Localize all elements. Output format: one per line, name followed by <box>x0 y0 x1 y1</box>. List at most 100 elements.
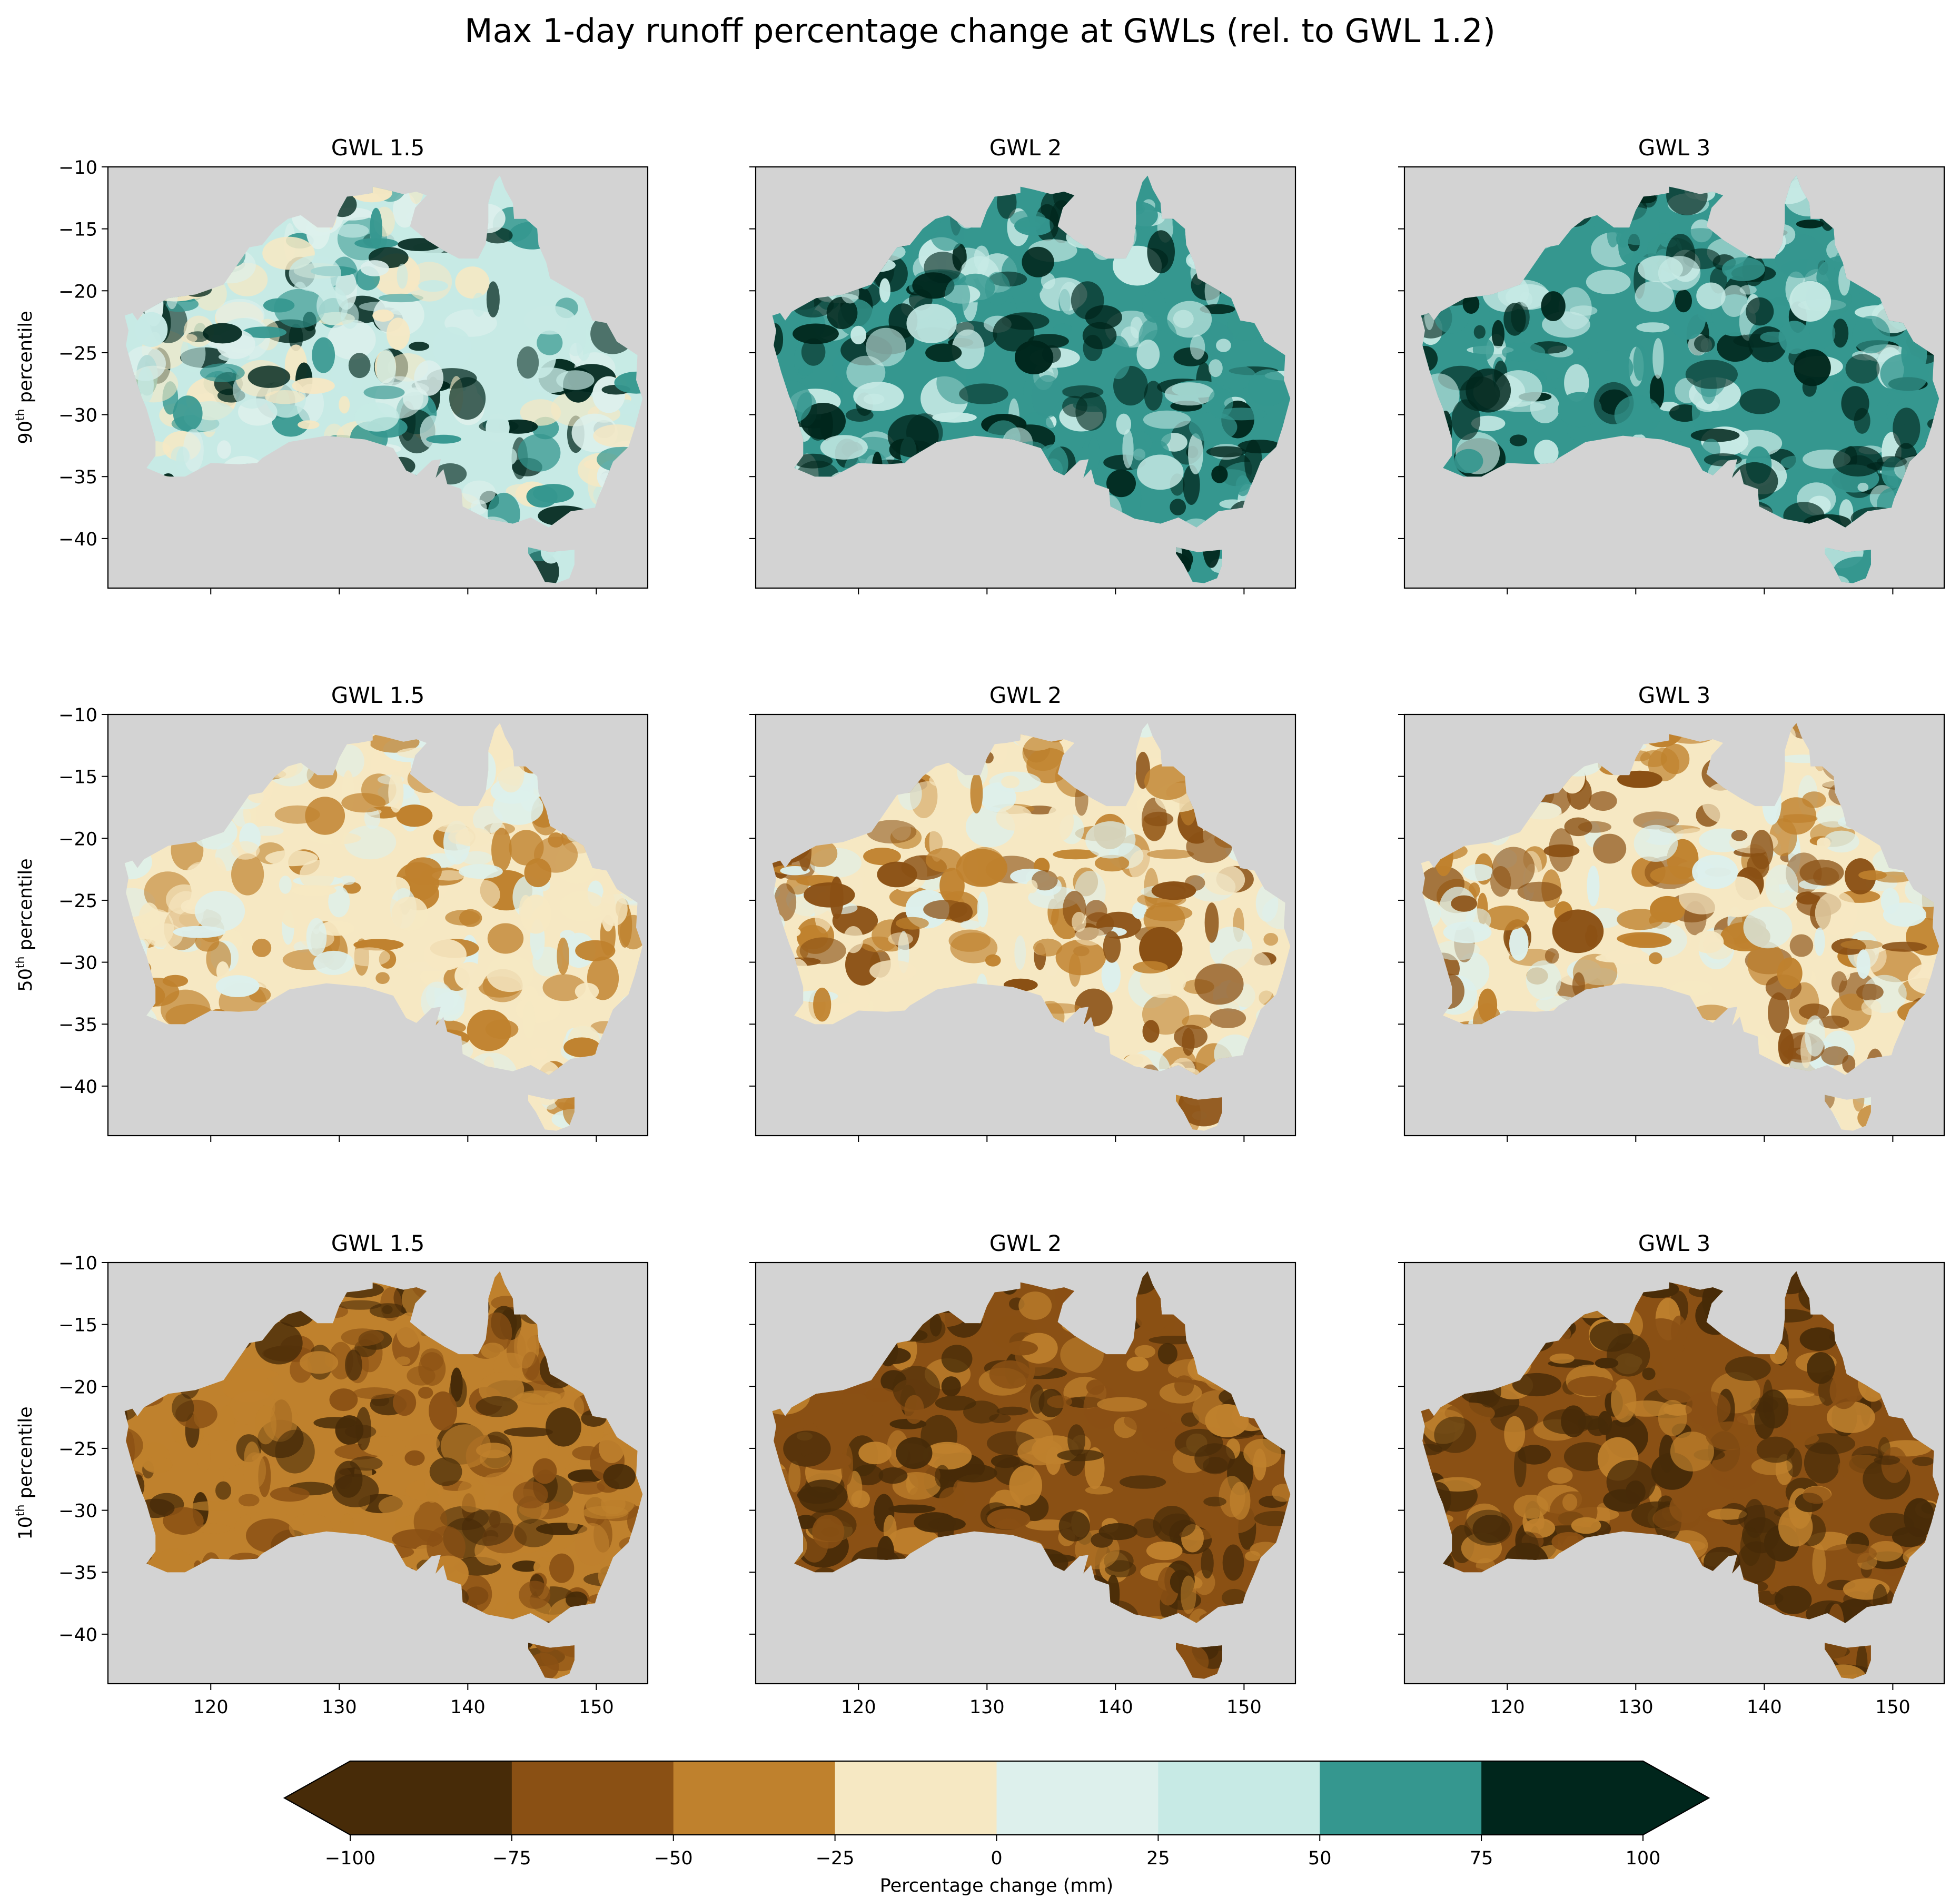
runoff-cell <box>1137 454 1184 490</box>
runoff-cell <box>255 1405 277 1445</box>
runoff-cell <box>1134 1345 1156 1358</box>
runoff-cell <box>1842 1055 1856 1073</box>
runoff-cell <box>487 923 524 954</box>
runoff-cell <box>1756 1436 1795 1463</box>
runoff-cell <box>373 294 424 336</box>
runoff-cell <box>1072 911 1086 932</box>
runoff-cell <box>1893 408 1921 449</box>
runoff-cell <box>949 1464 997 1483</box>
runoff-cell <box>1534 440 1559 466</box>
runoff-cell <box>798 1479 848 1513</box>
runoff-cell <box>486 413 510 442</box>
runoff-cell <box>216 961 230 981</box>
runoff-cell <box>863 393 885 405</box>
runoff-cell <box>932 412 977 423</box>
runoff-cell <box>599 1434 625 1463</box>
map-panel-r1-c2: GWL 2 <box>749 135 1296 594</box>
runoff-cell <box>1562 1494 1578 1511</box>
runoff-cell <box>1774 1585 1812 1614</box>
runoff-cell <box>1203 1457 1228 1475</box>
runoff-cell <box>1821 1046 1849 1066</box>
runoff-cell <box>432 326 472 368</box>
runoff-cell <box>363 385 405 400</box>
runoff-cell <box>563 1037 600 1058</box>
colorbar-segment <box>673 1761 836 1835</box>
runoff-cell <box>892 1366 941 1410</box>
runoff-cell <box>1571 1517 1601 1534</box>
panel-frame <box>755 166 1296 589</box>
x-tick-label: 120 <box>193 1697 229 1718</box>
runoff-cell <box>774 883 797 921</box>
runoff-cell <box>279 876 292 894</box>
runoff-cell <box>1558 392 1602 428</box>
runoff-cell <box>1101 958 1121 993</box>
runoff-cell <box>522 1001 536 1039</box>
runoff-cell <box>1777 957 1803 990</box>
runoff-cell <box>339 396 350 414</box>
runoff-cell <box>557 937 569 975</box>
runoff-cell <box>455 828 492 847</box>
runoff-cell <box>1157 1343 1177 1365</box>
runoff-cell <box>1067 1424 1085 1456</box>
runoff-cell <box>278 889 312 929</box>
runoff-cell <box>1880 888 1900 915</box>
x-tick-label: 150 <box>1226 1697 1262 1718</box>
x-tick-label: 140 <box>1098 1697 1133 1718</box>
colorbar-segment <box>1320 1761 1482 1835</box>
runoff-cell <box>1825 1544 1877 1564</box>
runoff-cell <box>1694 335 1715 353</box>
runoff-cell <box>1146 1541 1183 1561</box>
runoff-cell <box>1062 395 1087 418</box>
runoff-cell <box>1181 1575 1196 1614</box>
runoff-cell <box>1526 960 1561 1000</box>
panel-title: GWL 2 <box>989 1230 1062 1256</box>
colorbar-tick-label: −50 <box>654 1848 693 1869</box>
runoff-cell <box>869 960 917 982</box>
runoff-cell <box>1586 270 1631 294</box>
runoff-cell <box>1032 870 1058 891</box>
runoff-cell <box>1690 1476 1735 1509</box>
runoff-cell <box>1518 1445 1551 1465</box>
runoff-cell <box>484 1472 524 1486</box>
runoff-cell <box>1183 464 1200 505</box>
colorbar-tick-label: 0 <box>991 1848 1002 1869</box>
runoff-cell <box>305 797 345 835</box>
runoff-cell <box>1634 824 1678 862</box>
runoff-cell <box>1881 1447 1908 1483</box>
row-ylabel: 10th percentile <box>14 1406 36 1539</box>
runoff-cell <box>1696 282 1726 310</box>
panel-title: GWL 1.5 <box>331 1230 425 1256</box>
runoff-cell <box>217 440 231 459</box>
runoff-cell <box>925 343 962 362</box>
runoff-cell <box>993 738 1007 765</box>
runoff-cell <box>843 926 864 953</box>
panel-frame <box>107 713 649 1137</box>
runoff-cell <box>1085 1486 1113 1495</box>
runoff-cell <box>1826 1401 1875 1433</box>
x-tick-label: 140 <box>1747 1697 1782 1718</box>
runoff-cell <box>398 950 412 990</box>
runoff-cell <box>1814 927 1825 956</box>
runoff-cell <box>306 918 327 957</box>
colorbar-tick-label: −100 <box>325 1848 375 1869</box>
x-tick-label: 150 <box>579 1697 614 1718</box>
runoff-cell <box>1454 449 1483 473</box>
runoff-cell <box>1787 1432 1819 1445</box>
runoff-cell <box>799 937 846 965</box>
runoff-cell <box>481 1343 505 1359</box>
row-ylabel: 90th percentile <box>14 311 36 444</box>
runoff-cell <box>1170 499 1186 515</box>
runoff-cell <box>977 891 988 928</box>
runoff-cell <box>1611 1378 1637 1423</box>
runoff-cell <box>196 1523 231 1534</box>
map-panel-r3-c1: GWL 1.5 −10 −15 −20 −25 −30 −35 −40 120 130 140 150 <box>58 1230 649 1718</box>
map-panel-r2-c2: GWL 2 <box>749 682 1296 1142</box>
runoff-cell <box>514 1519 554 1547</box>
y-tick-label: −25 <box>58 343 97 364</box>
runoff-cell <box>501 448 517 465</box>
runoff-cell <box>1472 337 1494 361</box>
runoff-cell <box>470 499 487 515</box>
map-panel-r3-c3: GWL 3 120 130 140 150 <box>1398 1230 1945 1718</box>
runoff-cell <box>1082 322 1117 350</box>
runoff-cell <box>1466 908 1491 932</box>
